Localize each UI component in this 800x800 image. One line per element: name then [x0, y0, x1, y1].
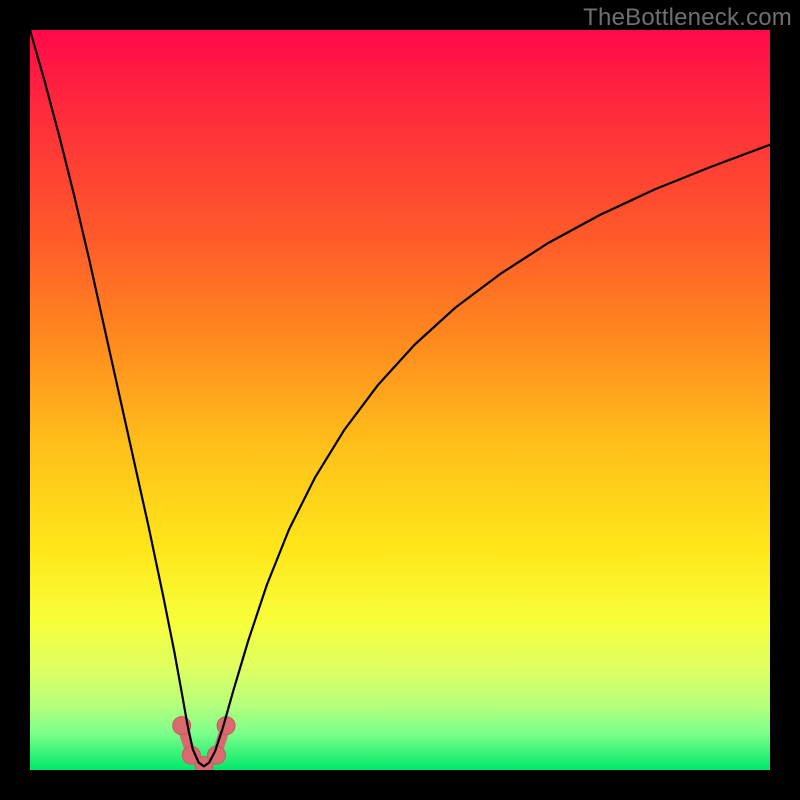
outer-frame: TheBottleneck.com — [0, 0, 800, 800]
gradient-background — [30, 30, 770, 770]
watermark-text: TheBottleneck.com — [583, 4, 792, 32]
plot-area — [30, 30, 770, 770]
bottleneck-curve-chart — [30, 30, 770, 770]
